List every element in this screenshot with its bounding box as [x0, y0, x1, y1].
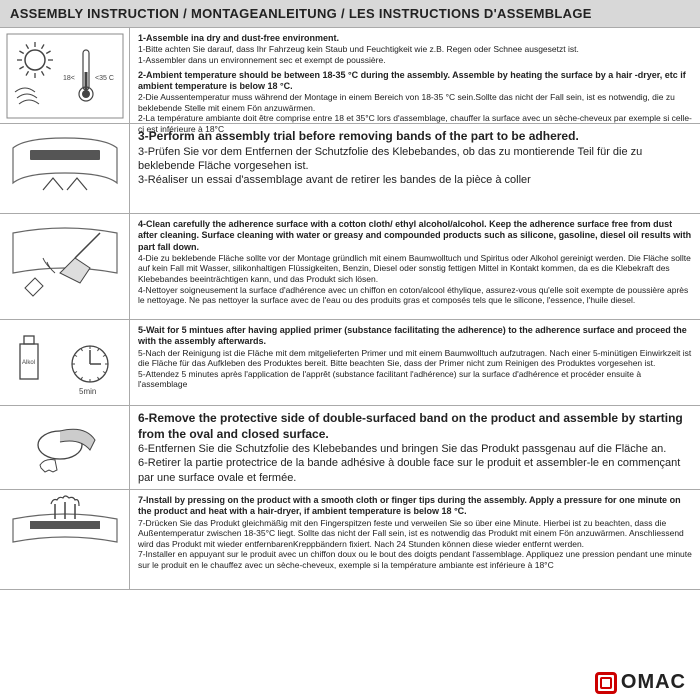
sun-temp-icon: 18< <35 C [0, 28, 130, 123]
step-translation: 1-Bitte achten Sie darauf, dass Ihr Fahr… [138, 44, 692, 55]
step-title: 6-Remove the protective side of double-s… [138, 411, 692, 442]
logo-text: OMAC [621, 671, 686, 694]
instruction-text: 6-Remove the protective side of double-s… [130, 406, 700, 489]
instruction-section: 4-Clean carefully the adherence surface … [0, 214, 700, 320]
primer-icon: Alkol 5min [0, 320, 130, 405]
step-title: 4-Clean carefully the adherence surface … [138, 219, 692, 253]
page-title: ASSEMBLY INSTRUCTION / MONTAGEANLEITUNG … [0, 0, 700, 28]
step-translation: 3-Prüfen Sie vor dem Entfernen der Schut… [138, 145, 692, 174]
remove-film-icon [0, 406, 130, 489]
step-translation: 6-Retirer la partie protectrice de la ba… [138, 456, 692, 485]
step-title: 7-Install by pressing on the product wit… [138, 495, 692, 518]
instruction-section: 3-Perform an assembly trial before remov… [0, 124, 700, 214]
step-translation: 4-Nettoyer soigneusement la surface d'ad… [138, 285, 692, 306]
step-translation: 6-Entfernen Sie die Schutzfolie des Kleb… [138, 442, 692, 456]
clean-icon [0, 214, 130, 319]
step-translation: 1-Assembler dans un environnement sec et… [138, 55, 692, 66]
instruction-text: 4-Clean carefully the adherence surface … [130, 214, 700, 319]
step-translation: 2-Die Aussentemperatur muss während der … [138, 92, 692, 113]
svg-text:Alkol: Alkol [22, 360, 35, 366]
step-title: 5-Wait for 5 mintues after having applie… [138, 325, 692, 348]
svg-text:<35 C: <35 C [95, 75, 114, 82]
logo-icon [595, 672, 617, 694]
step-translation: 4-Die zu beklebende Fläche sollte vor de… [138, 253, 692, 285]
svg-text:18<: 18< [63, 75, 75, 82]
instruction-text: 3-Perform an assembly trial before remov… [130, 124, 700, 213]
step-title: 1-Assemble ina dry and dust-free environ… [138, 33, 692, 44]
trial-icon [0, 124, 130, 213]
instruction-section: 7-Install by pressing on the product wit… [0, 490, 700, 590]
instruction-list: 18< <35 C 1-Assemble ina dry and dust-fr… [0, 28, 700, 590]
step-translation: 7-Installer en appuyant sur le produit a… [138, 549, 692, 570]
instruction-text: 7-Install by pressing on the product wit… [130, 490, 700, 589]
step-title: 2-Ambient temperature should be between … [138, 70, 692, 93]
instruction-section: 6-Remove the protective side of double-s… [0, 406, 700, 490]
step-translation: 3-Réaliser un essai d'assemblage avant d… [138, 173, 692, 187]
instruction-text: 1-Assemble ina dry and dust-free environ… [130, 28, 700, 123]
brand-logo: OMAC [595, 671, 686, 694]
press-icon [0, 490, 130, 589]
instruction-section: Alkol 5min 5-Wait for 5 mintues after ha… [0, 320, 700, 406]
step-translation: 5-Nach der Reinigung ist die Fläche mit … [138, 348, 692, 369]
instruction-section: 18< <35 C 1-Assemble ina dry and dust-fr… [0, 28, 700, 124]
step-translation: 7-Drücken Sie das Produkt gleichmäßig mi… [138, 518, 692, 550]
step-title: 3-Perform an assembly trial before remov… [138, 129, 692, 145]
instruction-text: 5-Wait for 5 mintues after having applie… [130, 320, 700, 405]
svg-text:5min: 5min [79, 387, 96, 396]
step-translation: 5-Attendez 5 minutes après l'application… [138, 369, 692, 390]
